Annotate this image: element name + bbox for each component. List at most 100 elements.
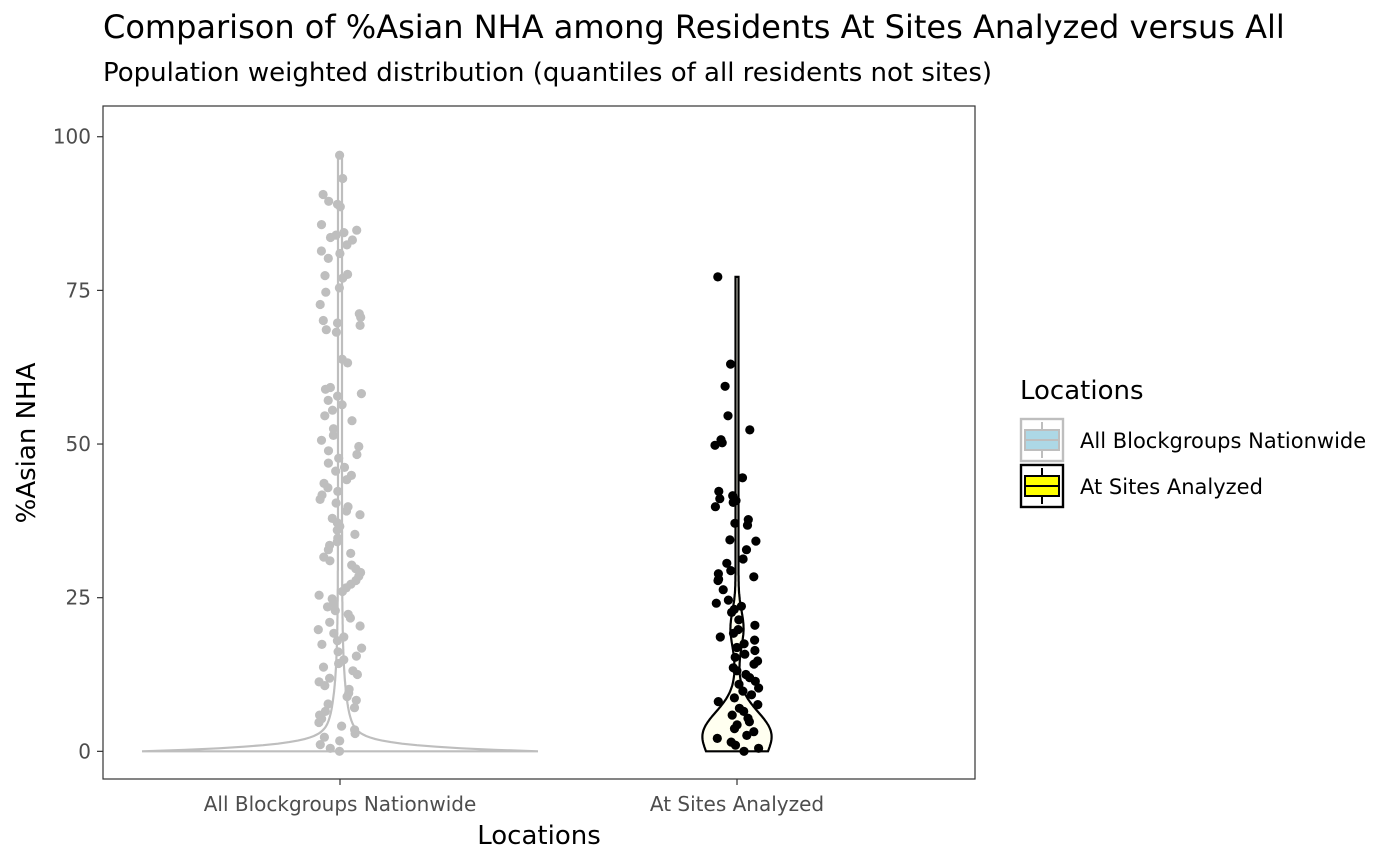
data-point <box>350 529 360 540</box>
data-point <box>741 545 752 555</box>
data-point <box>749 659 759 669</box>
data-point <box>318 662 329 672</box>
data-point <box>739 746 749 756</box>
data-point <box>320 411 330 421</box>
data-point <box>338 273 348 283</box>
data-point <box>333 391 343 401</box>
data-point <box>715 494 725 504</box>
violin-1 <box>701 275 773 753</box>
data-point <box>321 325 331 335</box>
data-point <box>339 462 350 472</box>
data-point <box>322 602 333 612</box>
data-point <box>337 586 347 597</box>
data-point <box>315 299 325 310</box>
data-point <box>332 525 342 535</box>
data-point <box>744 717 755 727</box>
data-point <box>337 400 347 410</box>
data-point <box>324 196 334 206</box>
data-point <box>750 620 760 630</box>
data-point <box>335 150 345 160</box>
data-point <box>313 625 323 635</box>
data-point <box>357 643 367 653</box>
data-point <box>722 558 732 568</box>
data-point <box>346 548 356 559</box>
chart-subtitle: Population weighted distribution (quanti… <box>103 58 993 88</box>
data-point <box>730 740 741 750</box>
data-point <box>328 424 339 434</box>
data-point <box>720 381 730 391</box>
data-point <box>738 686 748 696</box>
data-point <box>749 727 759 737</box>
data-point <box>333 486 343 496</box>
data-point <box>331 466 341 476</box>
data-point <box>315 494 325 504</box>
data-point <box>323 699 333 709</box>
data-point <box>323 395 333 405</box>
x-tick-label: At Sites Analyzed <box>650 792 824 816</box>
data-point <box>332 636 342 646</box>
data-point <box>355 510 365 520</box>
data-point <box>320 271 330 281</box>
data-point <box>331 498 341 508</box>
data-point <box>728 497 738 507</box>
data-point <box>732 666 742 676</box>
data-point <box>331 327 341 337</box>
data-point <box>754 683 764 693</box>
data-point <box>727 710 737 720</box>
data-point <box>754 743 764 753</box>
data-point <box>325 743 335 753</box>
data-point <box>352 449 362 460</box>
panel-border <box>102 105 976 780</box>
data-point <box>335 202 345 212</box>
data-point <box>732 642 742 653</box>
data-point <box>714 486 724 496</box>
data-point <box>718 585 728 595</box>
data-point <box>343 358 353 368</box>
data-point <box>332 318 343 328</box>
data-point <box>319 732 329 742</box>
data-point <box>730 652 740 662</box>
data-point <box>318 315 328 326</box>
data-point <box>323 545 333 555</box>
data-point <box>751 536 761 546</box>
data-point <box>729 724 740 734</box>
data-point <box>334 283 344 293</box>
chart-title: Comparison of %Asian NHA among Residents… <box>103 8 1285 46</box>
data-point <box>742 520 753 530</box>
data-point <box>351 695 361 705</box>
data-point <box>728 628 739 638</box>
data-point <box>750 645 760 656</box>
data-point <box>318 189 328 200</box>
data-point <box>753 700 763 710</box>
data-point <box>328 430 338 440</box>
data-point <box>750 635 760 645</box>
data-point <box>320 384 331 394</box>
data-point <box>739 639 749 649</box>
data-point <box>710 502 721 512</box>
data-point <box>726 566 736 576</box>
data-point <box>341 506 352 516</box>
y-tick-label: 100 <box>53 125 91 149</box>
data-point <box>727 607 737 618</box>
data-point <box>335 736 345 746</box>
data-point <box>742 730 752 741</box>
y-tick-label: 25 <box>66 586 91 610</box>
data-point <box>316 246 326 256</box>
data-point <box>339 228 349 238</box>
data-point <box>334 746 345 756</box>
data-point <box>329 628 339 638</box>
data-point <box>746 690 757 700</box>
data-point <box>333 647 343 657</box>
data-point <box>740 649 750 659</box>
data-point <box>734 615 744 625</box>
data-point <box>347 416 357 426</box>
data-point <box>734 679 744 689</box>
data-point <box>342 475 352 485</box>
data-point <box>352 225 362 235</box>
data-point <box>713 575 723 586</box>
legend-item: At Sites Analyzed <box>1019 463 1263 509</box>
data-point <box>745 425 755 435</box>
data-point <box>334 658 344 669</box>
data-point <box>723 595 734 605</box>
